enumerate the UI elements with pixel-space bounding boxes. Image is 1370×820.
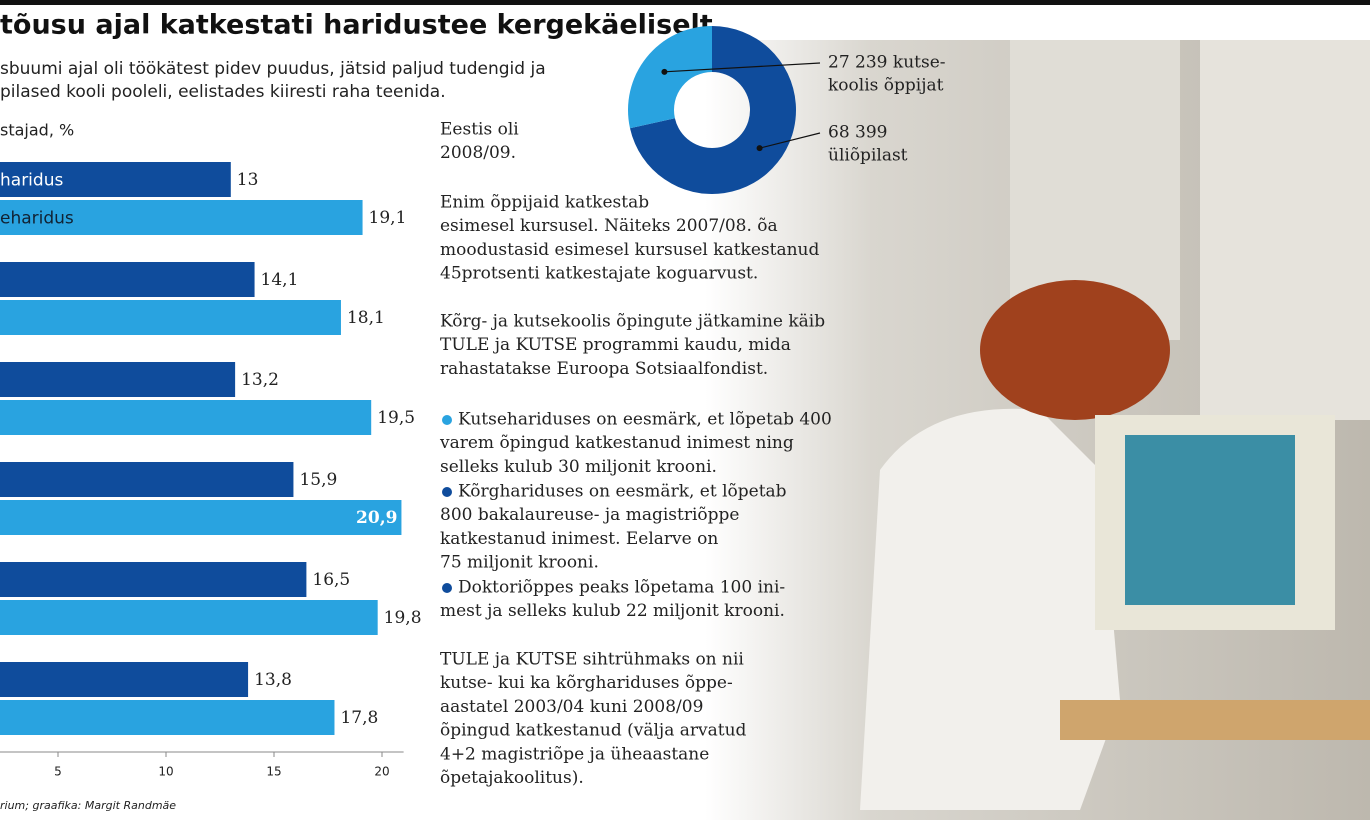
value-label: 14,1 xyxy=(261,270,299,290)
bullet-text: Kutsehariduses on eesmärk, et lõpetab 40… xyxy=(458,410,832,430)
value-label: 13,8 xyxy=(254,670,292,690)
bullet-text: 75 miljonit krooni. xyxy=(440,553,599,573)
value-label: 20,9 xyxy=(356,508,397,528)
bar xyxy=(0,662,249,697)
value-label: 13,2 xyxy=(241,370,279,390)
bar xyxy=(0,562,307,597)
article-text: 4+2 magistriõpe ja üheaastane xyxy=(440,744,709,764)
article-text: esimesel kursusel. Näiteks 2007/08. õa xyxy=(440,216,778,236)
bullet-text: Doktoriõppes peaks lõpetama 100 ini- xyxy=(458,578,785,598)
bullet-text: mest ja selleks kulub 22 miljonit krooni… xyxy=(440,601,785,621)
value-label: 19,8 xyxy=(384,608,422,628)
article-text: 2008/09. xyxy=(440,143,516,163)
article-text: Eestis oli xyxy=(440,120,519,140)
top-rule xyxy=(0,0,1370,5)
bullet-text: katkestanud inimest. Eelarve on xyxy=(440,529,718,549)
x-tick-label: 10 xyxy=(158,765,173,779)
slice-label: koolis õppijat xyxy=(828,76,944,96)
bullet xyxy=(442,487,452,497)
bar xyxy=(0,600,378,635)
article-text: rahastatakse Euroopa Sotsiaalfondist. xyxy=(440,359,768,379)
photo xyxy=(705,40,1370,820)
article-text: Kõrg- ja kutsekoolis õpingute jätkamine … xyxy=(440,312,825,332)
bar xyxy=(0,362,236,397)
bullet-text: varem õpingud katkestanud inimest ning xyxy=(439,433,794,453)
source: rium; graafika: Margit Randmäe xyxy=(0,799,176,812)
bar xyxy=(0,400,372,435)
bullet-text: 800 bakalaureuse- ja magistriõppe xyxy=(440,505,739,525)
bullet-text: Kõrghariduses on eesmärk, et lõpetab xyxy=(458,482,787,502)
article-text: TULE ja KUTSE sihtrühmaks on nii xyxy=(440,650,744,670)
value-label: 15,9 xyxy=(299,470,337,490)
bar xyxy=(0,162,231,197)
value-label: 19,1 xyxy=(369,208,407,228)
title: tõusu ajal katkestati haridustee kergekä… xyxy=(0,10,713,41)
axis-label: stajad, % xyxy=(0,121,74,140)
bar xyxy=(0,462,294,497)
subtitle: sbuumi ajal oli töökätest pidev puudus, … xyxy=(0,59,546,79)
article-text: Enim õppijaid katkestab xyxy=(440,193,649,213)
slice-label: 68 399 xyxy=(828,123,887,143)
bar xyxy=(0,700,335,735)
bar xyxy=(0,262,255,297)
slice-label: 27 239 kutse- xyxy=(828,53,946,73)
subtitle: pilased kooli pooleli, eelistades kiires… xyxy=(0,82,446,102)
leader-dot xyxy=(661,68,668,75)
article-text: moodustasid esimesel kursusel katkestanu… xyxy=(440,240,819,260)
bullet xyxy=(442,415,452,425)
value-label: 13 xyxy=(237,170,259,190)
legend-label: haridus xyxy=(0,171,63,191)
article-text: kutse- kui ka kõrghariduses õppe- xyxy=(440,673,733,693)
value-label: 17,8 xyxy=(340,708,378,728)
article-text: TULE ja KUTSE programmi kaudu, mida xyxy=(440,335,791,355)
article-text: aastatel 2003/04 kuni 2008/09 xyxy=(440,697,703,717)
pie-slice xyxy=(628,26,712,129)
value-label: 18,1 xyxy=(347,308,385,328)
bullet xyxy=(442,583,452,593)
bar xyxy=(0,500,402,535)
value-label: 19,5 xyxy=(377,408,415,428)
pie-slice xyxy=(630,26,796,194)
leader-line xyxy=(759,132,821,149)
leader-line xyxy=(664,62,821,73)
x-tick-label: 5 xyxy=(54,765,62,779)
x-tick-label: 20 xyxy=(374,765,389,779)
leader-dot xyxy=(756,145,763,152)
article-text: 45protsenti katkestajate koguarvust. xyxy=(440,264,758,284)
bar xyxy=(0,300,341,335)
article-text: õpetajakoolitus). xyxy=(440,768,584,788)
legend-label: eharidus xyxy=(0,209,74,229)
x-tick-label: 15 xyxy=(266,765,281,779)
bar xyxy=(0,200,363,235)
slice-label: üliõpilast xyxy=(828,146,908,166)
value-label: 16,5 xyxy=(312,570,350,590)
bullet-text: selleks kulub 30 miljonit krooni. xyxy=(440,457,717,477)
article-text: õpingud katkestanud (välja arvatud xyxy=(440,721,747,741)
